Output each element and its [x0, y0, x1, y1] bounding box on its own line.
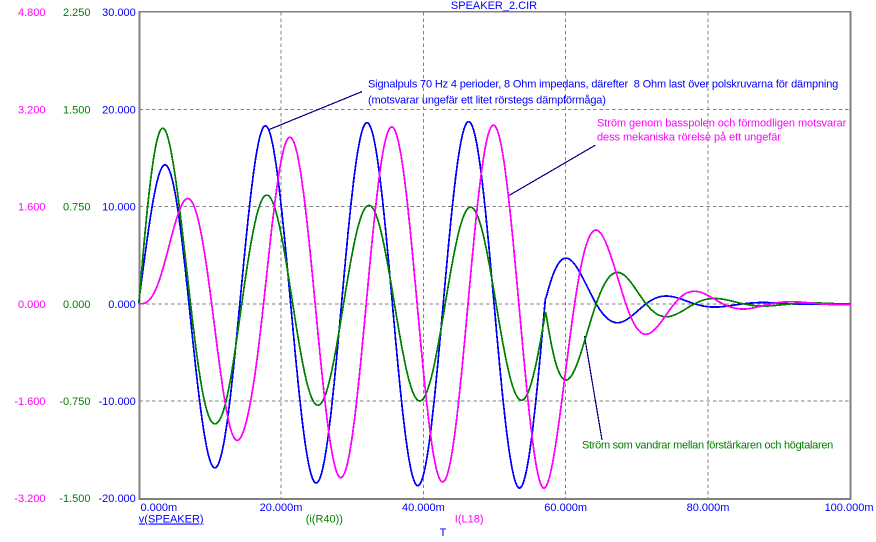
svg-text:T: T	[440, 527, 447, 539]
svg-text:v(SPEAKER): v(SPEAKER)	[139, 514, 204, 526]
svg-text:-1.500: -1.500	[59, 493, 90, 505]
svg-text:dess mekaniska rörelse på ett: dess mekaniska rörelse på ett ungefär	[597, 132, 781, 144]
svg-text:(motsvarar ungefär ett litet r: (motsvarar ungefär ett litet rörstegs dä…	[368, 95, 606, 107]
svg-text:3.200: 3.200	[18, 104, 46, 116]
svg-text:-10.000: -10.000	[98, 396, 135, 408]
svg-text:1.600: 1.600	[18, 202, 46, 214]
svg-text:0.000: 0.000	[108, 299, 136, 311]
svg-text:100.000m: 100.000m	[825, 502, 874, 514]
svg-text:40.000m: 40.000m	[402, 502, 445, 514]
svg-text:60.000m: 60.000m	[544, 502, 587, 514]
svg-text:1.500: 1.500	[63, 104, 91, 116]
svg-text:0.750: 0.750	[63, 202, 91, 214]
svg-text:-20.000: -20.000	[98, 493, 135, 505]
svg-text:-0.750: -0.750	[59, 396, 90, 408]
svg-text:Ström genom basspolen och förm: Ström genom basspolen och förmodligen mo…	[597, 118, 847, 130]
svg-text:30.000: 30.000	[102, 7, 136, 19]
svg-text:Signalpuls 70 Hz 4 perioder, 8: Signalpuls 70 Hz 4 perioder, 8 Ohm imped…	[368, 79, 838, 91]
svg-text:(i(R40)): (i(R40))	[306, 514, 343, 526]
svg-text:Ström som vandrar mellan först: Ström som vandrar mellan förstärkaren oc…	[582, 440, 833, 452]
svg-text:SPEAKER_2.CIR: SPEAKER_2.CIR	[451, 0, 537, 12]
svg-text:2.250: 2.250	[63, 7, 91, 19]
svg-text:10.000: 10.000	[102, 202, 136, 214]
svg-text:20.000m: 20.000m	[260, 502, 303, 514]
svg-text:0.000: 0.000	[63, 299, 91, 311]
svg-text:4.800: 4.800	[18, 7, 46, 19]
svg-text:20.000: 20.000	[102, 104, 136, 116]
svg-text:80.000m: 80.000m	[687, 502, 730, 514]
svg-text:-1.600: -1.600	[14, 396, 45, 408]
svg-text:0.000m: 0.000m	[141, 502, 178, 514]
svg-text:0.000: 0.000	[18, 299, 46, 311]
svg-text:-3.200: -3.200	[14, 493, 45, 505]
svg-text:I(L18): I(L18)	[455, 514, 484, 526]
